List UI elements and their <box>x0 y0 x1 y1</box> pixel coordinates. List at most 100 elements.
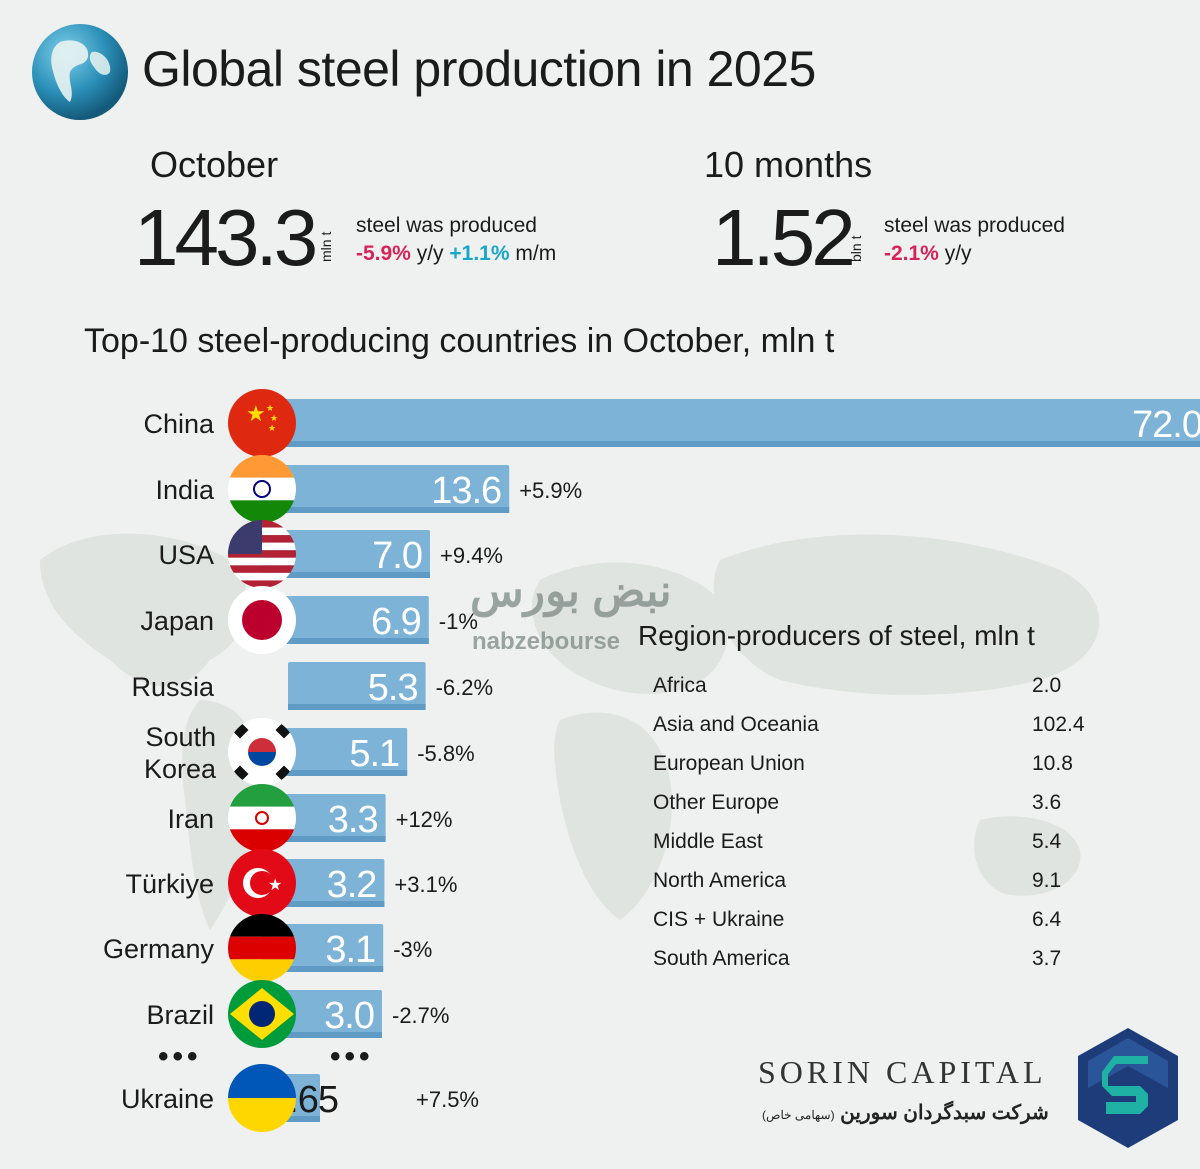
value-label: 7.0 <box>372 535 422 577</box>
region-name: Other Europe <box>653 791 780 814</box>
october-yy-suffix: y/y <box>416 242 444 265</box>
page-title: Global steel production in 2025 <box>142 41 816 97</box>
ten-months-label: 10 months <box>704 144 873 185</box>
germany-flag-icon <box>228 914 296 982</box>
october-mm: +1.1% <box>449 242 510 265</box>
bar-shadow <box>262 1116 320 1122</box>
value-label: 3.2 <box>327 864 377 906</box>
bar-shadow <box>262 1032 382 1038</box>
ten-months-desc: steel was produced -2.1% y/y <box>884 212 1065 268</box>
category-label: Türkiye <box>125 869 214 899</box>
bar-shadow <box>262 966 384 972</box>
value-label: 3.3 <box>328 799 378 841</box>
change-label: -6.2% <box>436 675 493 700</box>
category-label: USA <box>158 540 214 570</box>
region-value: 3.6 <box>1032 791 1062 814</box>
region-name: Middle East <box>653 830 763 853</box>
change-label: +3.1% <box>394 872 457 897</box>
region-name: Africa <box>653 674 707 697</box>
region-name: North America <box>653 869 787 892</box>
india-flag-icon <box>228 455 296 523</box>
bar <box>288 662 426 710</box>
region-value: 2.0 <box>1032 674 1062 697</box>
category-label: South <box>145 722 216 752</box>
globe-icon <box>32 24 128 120</box>
bar-shadow <box>262 770 408 776</box>
usa-flag-icon <box>228 520 296 588</box>
region-value: 9.1 <box>1032 869 1062 892</box>
ten-months-changes: -2.1% y/y <box>884 240 1065 268</box>
ellipsis-right: ••• <box>330 1040 374 1073</box>
category-label: Japan <box>140 606 214 636</box>
sorin-logo-icon <box>1078 1028 1178 1148</box>
region-name: Asia and Oceania <box>653 713 819 736</box>
regions-title: Region-producers of steel, mln t <box>638 620 1035 651</box>
category-label: China <box>143 409 215 439</box>
bar <box>262 530 430 578</box>
value-label: 5.1 <box>349 733 399 775</box>
brand-fa-note: (سهامی خاص) <box>762 1108 835 1122</box>
ten-months-yy: -2.1% <box>884 242 939 265</box>
bar-shadow <box>288 704 426 710</box>
svg-text:★: ★ <box>270 413 278 423</box>
watermark-fa-brand: نبض بورس <box>470 567 672 616</box>
change-label: +12% <box>396 807 453 832</box>
japan-flag-icon <box>228 586 296 654</box>
value-label: 72.0 <box>1132 404 1200 446</box>
october-mm-suffix: m/m <box>515 242 557 265</box>
ukraine-flag-icon <box>228 1064 296 1132</box>
change-label: -3% <box>393 937 432 962</box>
bar <box>262 728 408 776</box>
bar <box>262 465 510 513</box>
region-value: 6.4 <box>1032 908 1062 931</box>
brand-fa-name: (سهامی خاص) شرکت سبدگردان سورین <box>762 1100 1049 1125</box>
change-label: -1% <box>439 609 478 634</box>
svg-text:★: ★ <box>268 877 282 894</box>
region-name: European Union <box>653 752 805 775</box>
october-changes: -5.9% y/y +1.1% m/m <box>356 240 556 268</box>
ten-months-desc-text: steel was produced <box>884 214 1065 237</box>
region-name: South America <box>653 947 790 970</box>
region-value: 5.4 <box>1032 830 1062 853</box>
category-label: Brazil <box>146 1000 214 1030</box>
bar-shadow <box>262 901 385 907</box>
category-label: Russia <box>131 672 215 702</box>
bar <box>262 399 1200 447</box>
october-desc: steel was produced -5.9% y/y +1.1% m/m <box>356 212 556 268</box>
bar-shadow <box>262 572 430 578</box>
bar-shadow <box>262 441 1200 447</box>
category-label: Ukraine <box>121 1084 214 1114</box>
ellipsis-left: ••• <box>158 1040 202 1073</box>
change-label: +5.9% <box>519 478 582 503</box>
ten-months-value: 1.52 <box>712 193 856 282</box>
bar-shadow <box>262 836 386 842</box>
region-value: 3.7 <box>1032 947 1062 970</box>
value-label: 5.3 <box>368 667 418 709</box>
region-value: 10.8 <box>1032 752 1073 775</box>
south-korea-flag-icon <box>228 718 296 786</box>
iran-flag-icon <box>228 784 296 852</box>
change-label: -2.7% <box>392 1003 449 1028</box>
region-name: CIS + Ukraine <box>653 908 785 931</box>
change-label: +9.4% <box>440 543 503 568</box>
china-flag-icon: ★ ★★★ <box>228 389 296 457</box>
october-label: October <box>150 144 279 185</box>
chart-title: Top-10 steel-producing countries in Octo… <box>84 322 835 360</box>
turkiye-flag-icon: ★ <box>228 849 296 917</box>
change-label: -5.8% <box>417 741 474 766</box>
category-label: India <box>155 475 215 505</box>
watermark-en-brand: nabzebourse <box>472 628 621 655</box>
category-label: Korea <box>144 754 217 784</box>
bar-shadow <box>262 638 429 644</box>
value-label: 6.9 <box>371 601 421 643</box>
svg-text:★: ★ <box>246 401 266 426</box>
october-value: 143.3 <box>134 193 318 282</box>
brand-name: SORIN CAPITAL <box>758 1054 1047 1090</box>
category-label: Iran <box>167 804 214 834</box>
brand-fa-text: شرکت سبدگردان سورین <box>840 1102 1049 1124</box>
value-label: 13.6 <box>431 470 501 512</box>
october-desc-text: steel was produced <box>356 214 537 237</box>
category-label: Germany <box>103 934 215 964</box>
value-label: 3.0 <box>324 995 374 1037</box>
